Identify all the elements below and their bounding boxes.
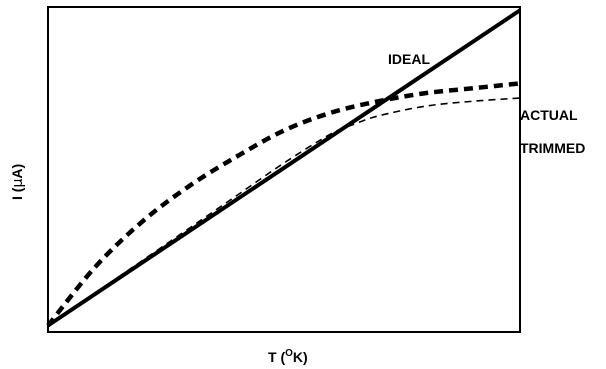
x-axis-label-superscript: O (285, 348, 293, 359)
x-axis-label-text: T ( (268, 349, 285, 365)
y-axis-label-text: I ( (9, 187, 25, 200)
series-line-actual (46, 81, 521, 327)
series-line-ideal (46, 8, 522, 328)
series-line-trimmed (47, 97, 521, 327)
series-layer (46, 8, 522, 328)
series-label-ideal: IDEAL (388, 51, 430, 67)
x-axis-label: T (OK) (268, 348, 308, 365)
y-axis-label: I (μA) (9, 164, 26, 200)
plot-frame (47, 6, 521, 333)
y-axis-label-greek: μ (10, 179, 26, 188)
y-axis-label-end: A) (9, 164, 25, 179)
series-label-actual: ACTUAL (520, 107, 578, 123)
x-axis-label-end: K) (293, 349, 308, 365)
series-label-trimmed: TRIMMED (520, 140, 585, 156)
